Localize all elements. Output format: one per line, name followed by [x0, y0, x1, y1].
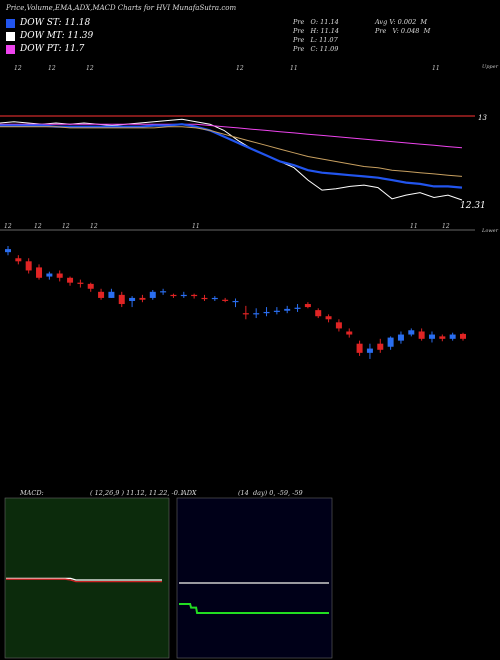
ema-line-2 — [0, 123, 463, 189]
ema-top-tick-label: 12 — [236, 65, 244, 72]
ema-top-tick-label: 11 — [290, 65, 298, 72]
macd-label: MACD: — [20, 489, 44, 497]
legend-dow-st: DOW ST: 11.18 — [6, 18, 90, 28]
candle-body — [356, 343, 363, 353]
candle-body — [346, 331, 353, 335]
adx-lines — [179, 582, 329, 614]
candle-body — [377, 343, 384, 350]
candle-body — [129, 297, 136, 301]
candle-body — [335, 322, 342, 329]
candle-body — [449, 334, 456, 339]
ema-right-top-value: 13 — [478, 114, 487, 122]
candle-body — [284, 308, 291, 311]
candle-body — [87, 283, 94, 289]
prev-low: Pre L: 11.07 — [293, 36, 338, 44]
candlestick-series — [5, 246, 466, 359]
candle-body — [56, 273, 63, 278]
ema-top-ticks: 12 12 12 12 11 11 — [14, 65, 440, 72]
candle-body — [25, 261, 32, 271]
ema-bottom-tick-label: 12 — [90, 223, 98, 230]
ema-bottom-tick-label: 11 — [410, 223, 418, 230]
adx-params: (14 day) 0, -59, -59 — [238, 489, 303, 497]
candle-body — [366, 348, 373, 353]
ema-bottom-tick-label: 12 — [442, 223, 450, 230]
legend-dow-mt-label: DOW MT: 11.39 — [20, 31, 94, 41]
candle-body — [211, 297, 218, 300]
ema-bottom-ticks: 12 12 12 12 11 11 12 — [4, 223, 450, 230]
legend-dow-pt-label: DOW PT: 11.7 — [20, 44, 85, 54]
candle-body — [242, 313, 249, 315]
ema-lower-label: Lower — [481, 228, 499, 234]
ema-lines — [0, 118, 463, 201]
candle-body — [191, 294, 198, 297]
ema-top-tick-label: 12 — [86, 65, 94, 72]
ema-right-bottom-value: 12.31 — [460, 201, 486, 211]
ema-line-1 — [0, 123, 463, 149]
candle-body — [77, 282, 84, 284]
ema-bottom-tick-label: 12 — [4, 223, 12, 230]
legend-swatch-mt — [6, 31, 15, 41]
candle-body — [439, 336, 446, 339]
candle-body — [273, 310, 280, 312]
ema-top-tick-label: 12 — [48, 65, 56, 72]
avg-volume: Avg V: 0.002 M — [375, 18, 428, 26]
adx-line-1 — [179, 603, 329, 614]
candle-body — [108, 291, 115, 298]
candle-body — [160, 291, 167, 293]
macd-line-0 — [6, 577, 162, 581]
legend-dow-mt: DOW MT: 11.39 — [6, 31, 93, 41]
candle-body — [201, 297, 208, 300]
adx-label: ADX — [182, 489, 197, 497]
candle-body — [253, 313, 260, 315]
candle-body — [232, 300, 239, 303]
chart-title: Price,Volume,EMA,ADX,MACD Charts for HVI… — [6, 4, 237, 12]
candle-body — [222, 299, 229, 301]
ema-line-0 — [0, 118, 463, 201]
candle-body — [315, 310, 322, 317]
candle-body — [294, 307, 301, 309]
ema-bottom-tick-label: 12 — [34, 223, 42, 230]
prev-close: Pre C: 11.09 — [293, 45, 339, 53]
adx-panel-bg — [176, 497, 333, 659]
candle-body — [397, 334, 404, 341]
candle-body — [5, 249, 11, 253]
candle-body — [263, 311, 270, 314]
candle-body — [98, 291, 105, 298]
candle-body — [180, 294, 187, 297]
candle-body — [36, 267, 43, 278]
prev-high: Pre H: 11.14 — [293, 27, 340, 35]
candle-body — [149, 291, 156, 298]
legend-swatch-st — [6, 18, 15, 28]
candle-body — [67, 277, 74, 283]
candle-body — [118, 294, 125, 305]
candle-body — [15, 258, 22, 262]
macd-params: ( 12,26,9 ) 11.12, 11.22, -0.1 — [90, 489, 185, 497]
ema-top-tick-label: 12 — [14, 65, 22, 72]
ema-bottom-tick-label: 12 — [62, 223, 70, 230]
candle-body — [418, 331, 425, 339]
prev-open: Pre O: 11.14 — [293, 18, 339, 26]
candle-body — [46, 273, 53, 277]
candle-body — [428, 334, 435, 339]
candle-body — [325, 316, 332, 320]
legend-swatch-pt — [6, 44, 15, 54]
legend-dow-pt: DOW PT: 11.7 — [6, 44, 84, 54]
macd-line-1 — [6, 578, 162, 583]
macd-lines — [6, 577, 162, 583]
legend-dow-st-label: DOW ST: 11.18 — [20, 18, 91, 28]
ema-bottom-tick-label: 11 — [192, 223, 200, 230]
ema-top-tick-label: 11 — [432, 65, 440, 72]
ema-line-3 — [0, 126, 463, 177]
candle-body — [460, 333, 466, 339]
ema-upper-label: Upper — [482, 64, 499, 70]
candle-body — [304, 304, 311, 308]
candle-body — [170, 294, 177, 297]
prev-volume: Pre V: 0.048 M — [375, 27, 431, 35]
candle-body — [139, 297, 146, 300]
candle-body — [408, 330, 415, 335]
candle-body — [387, 337, 394, 347]
